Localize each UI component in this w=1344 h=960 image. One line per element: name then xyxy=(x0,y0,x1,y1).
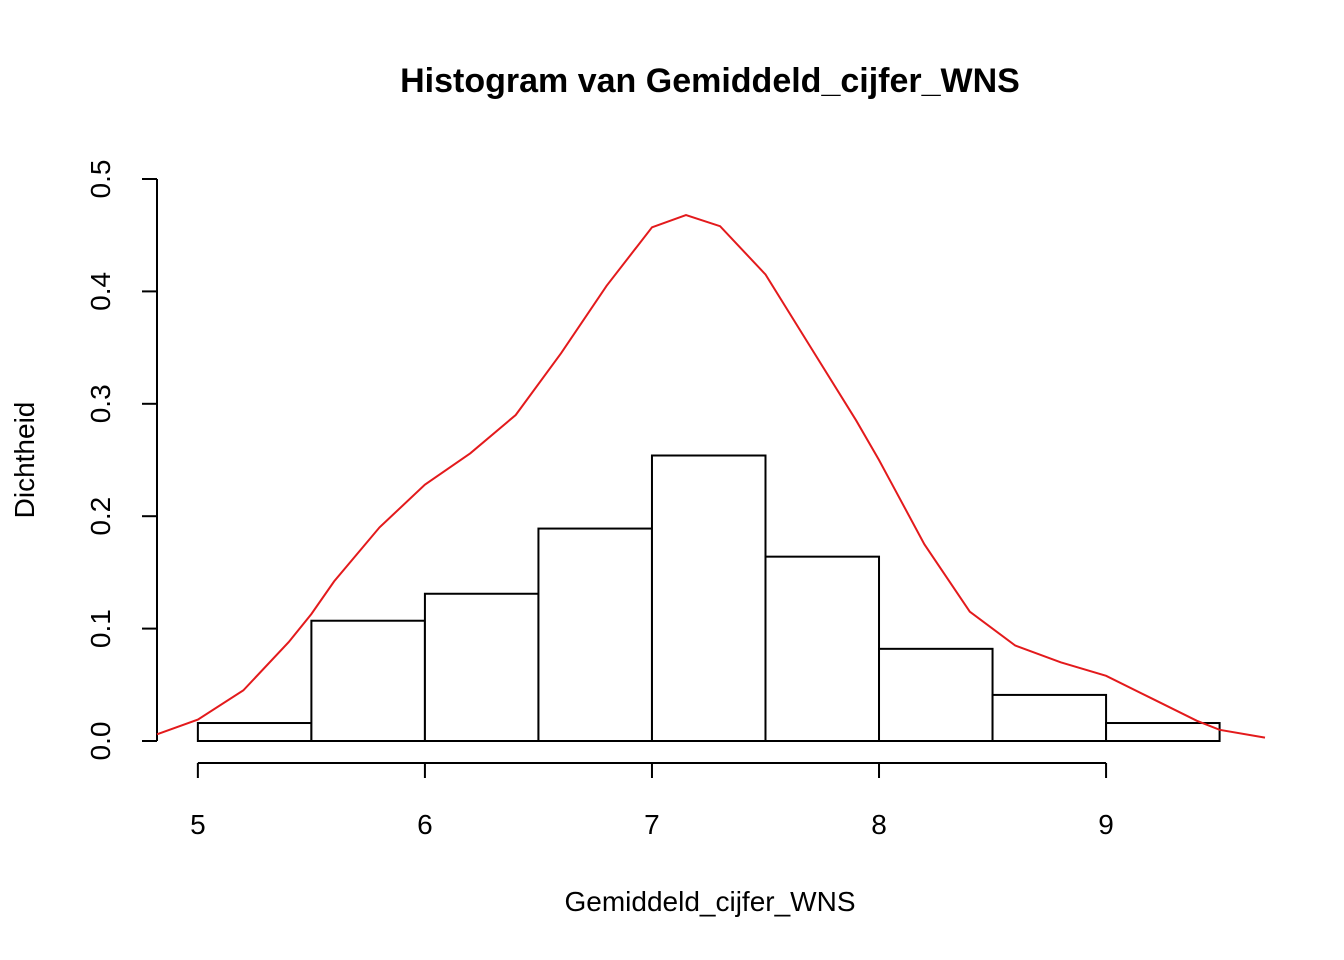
y-tick-label: 0.4 xyxy=(85,272,116,311)
x-axis: 5 6 7 8 9 xyxy=(190,762,1114,840)
y-tick-label: 0.3 xyxy=(85,384,116,423)
histogram-bar xyxy=(878,647,994,742)
y-tick-label: 0.2 xyxy=(85,497,116,536)
y-tick-label: 0.5 xyxy=(85,160,116,199)
histogram-bar xyxy=(423,592,540,742)
histogram-bar xyxy=(991,693,1108,743)
x-tick-label: 5 xyxy=(190,809,206,840)
x-axis-label: Gemiddeld_cijfer_WNS xyxy=(565,886,856,917)
density-curve-group xyxy=(156,213,1266,739)
x-tick-label: 7 xyxy=(644,809,660,840)
density-curve xyxy=(156,213,1266,739)
y-tick-label: 0.1 xyxy=(85,609,116,648)
histogram-bar xyxy=(650,454,767,742)
y-tick-label: 0.0 xyxy=(85,722,116,761)
x-tick-label: 9 xyxy=(1098,809,1114,840)
histogram-bar xyxy=(764,555,881,742)
histogram-bar xyxy=(537,527,653,743)
histogram-bar xyxy=(196,722,313,742)
x-tick-label: 6 xyxy=(417,809,433,840)
histogram-bar xyxy=(1105,722,1221,742)
y-axis-label: Dichtheid xyxy=(9,402,40,519)
x-tick-label: 8 xyxy=(871,809,887,840)
histogram-bar xyxy=(310,619,426,742)
y-axis: 0.0 0.1 0.2 0.3 0.4 0.5 xyxy=(85,160,158,761)
chart-title: Histogram van Gemiddeld_cijfer_WNS xyxy=(400,62,1020,100)
histogram-bars xyxy=(196,454,1221,743)
